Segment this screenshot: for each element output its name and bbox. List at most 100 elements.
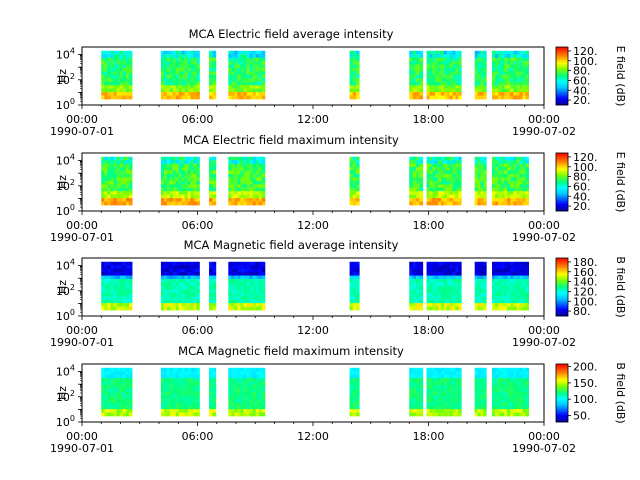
spectrogram-cell bbox=[237, 187, 241, 192]
spectrogram-cell bbox=[510, 85, 514, 90]
spectrogram-cell bbox=[261, 163, 266, 168]
spectrogram-cell bbox=[160, 405, 165, 410]
spectrogram-cell bbox=[104, 292, 108, 297]
spectrogram-cell bbox=[240, 306, 244, 311]
spectrogram-cell bbox=[452, 296, 456, 301]
colorbar-swatch bbox=[556, 64, 568, 67]
spectrogram-cell bbox=[125, 272, 130, 276]
spectrogram-cell bbox=[104, 395, 108, 400]
spectrogram-cell bbox=[252, 395, 257, 400]
spectrogram-cell bbox=[258, 184, 263, 189]
spectrogram-cell bbox=[249, 184, 254, 189]
spectrogram-cell bbox=[193, 163, 197, 168]
spectrogram-cell bbox=[190, 385, 194, 389]
spectrogram-cell bbox=[113, 405, 118, 410]
spectrogram-cell bbox=[101, 95, 105, 100]
spectrogram-cell bbox=[510, 92, 514, 96]
spectrogram-cell bbox=[258, 81, 263, 86]
spectrogram-cell bbox=[249, 163, 254, 168]
spectrogram-cell bbox=[116, 395, 121, 400]
spectrogram-cell bbox=[228, 68, 232, 72]
spectrogram-cell bbox=[107, 68, 111, 72]
spectrogram-cell bbox=[441, 57, 445, 62]
spectrogram-cell bbox=[419, 68, 424, 72]
spectrogram-cell bbox=[441, 268, 445, 273]
spectrogram-cell bbox=[187, 78, 191, 83]
spectrogram-cell bbox=[113, 68, 118, 72]
spectrogram-cell bbox=[101, 261, 105, 266]
spectrogram-cell bbox=[507, 409, 511, 413]
spectrogram-cell bbox=[252, 388, 257, 393]
spectrogram-cell bbox=[441, 68, 445, 72]
y-tick-base: 10 bbox=[56, 180, 70, 193]
spectrogram-cell bbox=[107, 184, 111, 189]
spectrogram-cell bbox=[113, 265, 118, 270]
spectrogram-cell bbox=[455, 61, 459, 65]
spectrogram-cell bbox=[240, 272, 244, 276]
spectrogram-cell bbox=[166, 92, 171, 96]
spectrogram-cell bbox=[516, 285, 520, 290]
x-tick-label: 12:00 bbox=[297, 324, 329, 337]
spectrogram-cell bbox=[510, 170, 514, 175]
spectrogram-cell bbox=[426, 378, 430, 382]
spectrogram-cell bbox=[128, 398, 133, 403]
spectrogram-cell bbox=[519, 95, 523, 100]
spectrogram-cell bbox=[419, 374, 424, 379]
spectrogram-cell bbox=[507, 405, 511, 410]
spectrogram-cell bbox=[163, 381, 168, 386]
spectrogram-cell bbox=[252, 184, 257, 189]
spectrogram-cell bbox=[196, 194, 200, 199]
spectrogram-cell bbox=[163, 268, 168, 273]
spectrogram-cell bbox=[255, 170, 260, 175]
spectrogram-cell bbox=[160, 163, 165, 168]
spectrogram-cell bbox=[234, 68, 238, 72]
spectrogram-cell bbox=[258, 303, 263, 307]
spectrogram-cell bbox=[193, 57, 197, 62]
spectrogram-cell bbox=[119, 388, 124, 393]
spectrogram-cell bbox=[128, 198, 133, 202]
spectrogram-cell bbox=[246, 191, 251, 196]
spectrogram-cell bbox=[455, 194, 459, 199]
spectrogram-cell bbox=[160, 409, 165, 413]
spectrogram-cell bbox=[246, 156, 251, 161]
spectrogram-cell bbox=[228, 371, 232, 376]
spectrogram-cell bbox=[128, 177, 133, 182]
colorbar-swatch bbox=[556, 65, 568, 68]
spectrogram-cell bbox=[441, 385, 445, 389]
spectrogram-cell bbox=[122, 201, 127, 206]
spectrogram-cell bbox=[429, 71, 433, 76]
spectrogram-cell bbox=[110, 85, 114, 90]
spectrogram-cell bbox=[495, 374, 499, 379]
spectrogram-cell bbox=[510, 88, 514, 93]
y-tick-label: 100 bbox=[56, 203, 75, 218]
panel-title: MCA Magnetic field maximum intensity bbox=[178, 344, 404, 358]
spectrogram-cell bbox=[175, 177, 180, 182]
spectrogram-cell bbox=[212, 92, 217, 96]
spectrogram-cell bbox=[501, 292, 505, 297]
spectrogram-cell bbox=[480, 367, 484, 372]
spectrogram-cell bbox=[255, 391, 260, 396]
spectrogram-cell bbox=[178, 160, 183, 165]
spectrogram-cell bbox=[480, 289, 484, 294]
spectrogram-cell bbox=[455, 167, 459, 171]
spectrogram-cell bbox=[415, 64, 420, 69]
spectrogram-cell bbox=[104, 74, 108, 79]
colorbar-swatch bbox=[556, 183, 568, 186]
spectrogram-cell bbox=[190, 74, 194, 79]
spectrogram-cell bbox=[352, 184, 357, 189]
spectrogram-cell bbox=[104, 95, 108, 100]
spectrogram-cell bbox=[498, 198, 502, 202]
spectrogram-cell bbox=[166, 85, 171, 90]
colorbar-label: E field (dB) bbox=[614, 152, 627, 213]
spectrogram-cell bbox=[196, 95, 200, 100]
spectrogram-cell bbox=[160, 201, 165, 206]
spectrogram-cell bbox=[415, 402, 420, 407]
spectrogram-cell bbox=[435, 81, 439, 86]
colorbar-swatch bbox=[556, 57, 568, 59]
spectrogram-cell bbox=[492, 191, 496, 196]
spectrogram-cell bbox=[458, 388, 462, 393]
spectrogram-cell bbox=[483, 57, 487, 62]
spectrogram-cell bbox=[519, 57, 523, 62]
spectrogram-cell bbox=[166, 306, 171, 311]
spectrogram-cell bbox=[352, 402, 357, 407]
